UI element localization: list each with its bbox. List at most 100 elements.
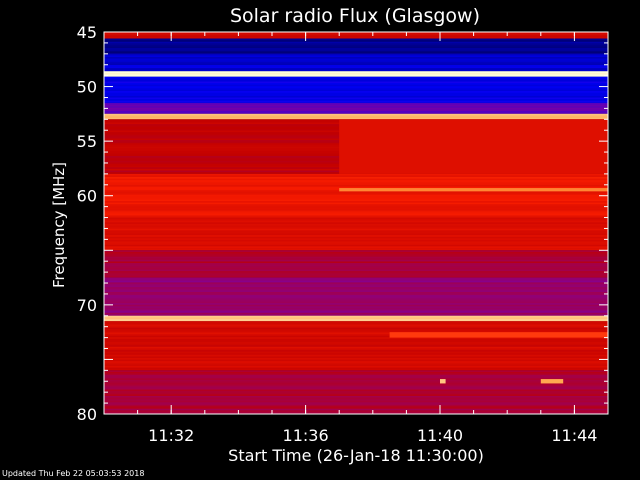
band-texture-line <box>104 109 608 111</box>
band-texture-line <box>104 91 608 93</box>
band-texture-line <box>104 389 608 392</box>
band-texture-line <box>104 367 608 370</box>
band-texture-line <box>104 60 608 62</box>
band-texture-line <box>104 369 608 371</box>
band-texture-line <box>104 79 608 82</box>
band-texture-line <box>104 201 608 203</box>
band-texture-line <box>104 288 608 291</box>
band-texture-line <box>104 102 608 105</box>
band-texture-line <box>104 233 608 236</box>
band-texture-line <box>104 405 608 408</box>
band-texture-line <box>104 52 608 54</box>
band-texture-line <box>104 410 608 412</box>
band-texture-line <box>104 227 608 229</box>
band-texture-line <box>104 251 608 254</box>
band-texture-line <box>104 217 608 220</box>
band-texture-line <box>104 58 608 61</box>
band-texture-line <box>104 403 608 406</box>
band-texture-line <box>104 46 608 49</box>
band-texture-line <box>104 366 608 368</box>
band-texture-line <box>104 342 608 344</box>
band-texture-line <box>104 94 608 96</box>
band-texture-line <box>104 44 608 47</box>
band-texture-line <box>104 205 608 208</box>
band-texture-line <box>104 259 608 262</box>
band-texture-line <box>104 275 608 278</box>
band-texture-line <box>104 282 608 284</box>
y-tick-label: 55 <box>77 132 97 151</box>
band-texture-line <box>104 225 608 228</box>
band-texture-line <box>104 314 608 316</box>
band-texture-line <box>104 244 608 247</box>
spectral-feature <box>389 332 608 338</box>
band-texture-line <box>104 43 608 45</box>
y-tick-label: 80 <box>77 405 97 424</box>
band-texture-line <box>104 213 608 216</box>
band-texture-line <box>104 78 608 80</box>
band-texture-line <box>104 76 608 77</box>
band-texture-line <box>104 370 608 372</box>
band-texture-line <box>104 358 608 360</box>
band-texture-line <box>104 371 608 374</box>
band-texture-line <box>104 222 608 224</box>
band-texture-line <box>104 375 608 377</box>
band-texture-line <box>104 400 608 403</box>
band-texture-line <box>104 32 608 34</box>
band-texture-line <box>104 92 608 95</box>
band-texture-line <box>104 220 608 223</box>
band-texture-line <box>104 283 608 286</box>
band-texture-line <box>104 69 608 72</box>
band-texture-line <box>104 89 608 92</box>
band-texture-line <box>104 397 608 400</box>
spectral-feature <box>339 188 608 192</box>
y-tick-label: 70 <box>77 296 97 315</box>
band-texture-line <box>104 362 608 365</box>
band-texture-line <box>104 191 608 194</box>
band-texture-line <box>104 264 608 267</box>
band-texture-line <box>104 326 608 328</box>
band-texture-line <box>104 107 608 110</box>
band-texture-line <box>104 117 608 119</box>
band-texture-line <box>104 95 608 98</box>
band-texture-line <box>104 33 608 36</box>
band-texture-line <box>104 266 608 268</box>
band-texture-line <box>104 68 608 70</box>
band-texture-line <box>104 249 608 251</box>
band-texture-line <box>104 239 608 242</box>
band-texture-line <box>104 113 608 116</box>
band-texture-line <box>104 61 608 64</box>
band-texture-line <box>104 194 608 197</box>
band-texture-line <box>104 290 608 292</box>
band-texture-line <box>104 236 608 239</box>
band-texture-line <box>104 353 608 355</box>
band-texture-line <box>104 348 608 351</box>
band-texture-line <box>104 258 608 260</box>
band-texture-line <box>104 267 608 270</box>
band-texture-line <box>104 40 608 42</box>
band-texture-line <box>104 48 608 50</box>
band-texture-line <box>104 304 608 307</box>
band-texture-line <box>104 379 608 382</box>
band-texture-line <box>104 263 608 265</box>
band-texture-line <box>104 99 608 101</box>
band-texture-line <box>104 391 608 393</box>
band-texture-line <box>104 81 608 84</box>
band-texture-line <box>104 102 608 103</box>
band-texture-line <box>104 193 608 195</box>
band-texture-line <box>104 212 608 214</box>
band-texture-line <box>104 243 608 245</box>
band-texture-line <box>104 235 608 237</box>
band-texture-line <box>104 337 608 339</box>
band-texture-line <box>104 65 608 67</box>
band-texture-line <box>104 395 608 398</box>
spectral-feature <box>440 379 446 384</box>
band-texture-line <box>104 202 608 205</box>
band-texture-line <box>104 311 608 313</box>
band-texture-line <box>104 36 608 39</box>
band-texture-line <box>104 320 608 322</box>
x-tick-label: 11:36 <box>283 426 329 445</box>
updated-timestamp: Updated Thu Feb 22 05:03:53 2018 <box>2 469 145 478</box>
band-texture-line <box>104 321 608 323</box>
band-texture-line <box>104 411 608 414</box>
band-texture-line <box>104 293 608 296</box>
